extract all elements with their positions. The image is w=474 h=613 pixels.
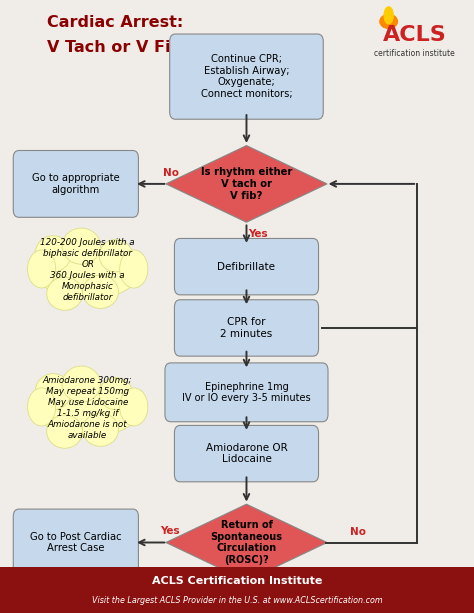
FancyBboxPatch shape <box>174 300 319 356</box>
Polygon shape <box>166 146 327 223</box>
Ellipse shape <box>119 388 148 426</box>
Text: Continue CPR;
Establish Airway;
Oxygenate;
Connect monitors;: Continue CPR; Establish Airway; Oxygenat… <box>201 54 292 99</box>
Ellipse shape <box>82 275 118 308</box>
Text: Yes: Yes <box>248 229 268 239</box>
FancyBboxPatch shape <box>13 509 138 576</box>
Text: No: No <box>350 527 366 537</box>
Text: Cardiac Arrest:: Cardiac Arrest: <box>47 15 183 30</box>
Ellipse shape <box>383 6 394 25</box>
Ellipse shape <box>35 236 71 272</box>
Text: Go to appropriate
algorithm: Go to appropriate algorithm <box>32 173 120 195</box>
Text: 120-200 Joules with a
biphasic defibrillator
OR
360 Joules with a
Monophasic
def: 120-200 Joules with a biphasic defibrill… <box>40 238 135 302</box>
Text: No: No <box>163 168 179 178</box>
Text: V Tach or V Fib: V Tach or V Fib <box>47 40 182 55</box>
Ellipse shape <box>27 250 55 288</box>
Text: Defibrillate: Defibrillate <box>218 262 275 272</box>
Text: ACLS: ACLS <box>383 25 447 45</box>
Text: certification institute: certification institute <box>374 49 455 58</box>
Text: CPR for
2 minutes: CPR for 2 minutes <box>220 317 273 339</box>
Text: Is rhythm either
V tach or
V fib?: Is rhythm either V tach or V fib? <box>201 167 292 200</box>
FancyBboxPatch shape <box>174 238 319 295</box>
Ellipse shape <box>379 13 398 29</box>
FancyBboxPatch shape <box>170 34 323 119</box>
Text: Go to Post Cardiac
Arrest Case: Go to Post Cardiac Arrest Case <box>30 531 122 554</box>
Ellipse shape <box>62 366 100 402</box>
Text: Epinephrine 1mg
IV or IO every 3-5 minutes: Epinephrine 1mg IV or IO every 3-5 minut… <box>182 381 311 403</box>
Ellipse shape <box>99 378 132 409</box>
Ellipse shape <box>62 228 100 264</box>
Ellipse shape <box>82 413 118 446</box>
Text: Visit the Largest ACLS Provider in the U.S. at www.ACLScertification.com: Visit the Largest ACLS Provider in the U… <box>91 596 383 605</box>
Text: Amiodarone 300mg;
May repeat 150mg
May use Lidocaine
1-1.5 mg/kg if
Amiodarone i: Amiodarone 300mg; May repeat 150mg May u… <box>43 376 133 440</box>
FancyBboxPatch shape <box>13 151 138 218</box>
Ellipse shape <box>36 384 139 437</box>
Text: Amiodarone OR
Lidocaine: Amiodarone OR Lidocaine <box>206 443 287 465</box>
Ellipse shape <box>35 374 71 409</box>
Ellipse shape <box>99 240 132 272</box>
Ellipse shape <box>36 246 139 299</box>
Text: Yes: Yes <box>160 527 180 536</box>
Text: Return of
Spontaneous
Circulation
(ROSC)?: Return of Spontaneous Circulation (ROSC)… <box>210 520 283 565</box>
Polygon shape <box>166 504 327 581</box>
FancyBboxPatch shape <box>0 567 474 613</box>
FancyBboxPatch shape <box>174 425 319 482</box>
Text: ACLS Certification Institute: ACLS Certification Institute <box>152 576 322 586</box>
Ellipse shape <box>47 277 82 310</box>
Ellipse shape <box>47 415 82 448</box>
FancyBboxPatch shape <box>165 363 328 422</box>
Ellipse shape <box>119 250 148 288</box>
Ellipse shape <box>27 388 55 426</box>
